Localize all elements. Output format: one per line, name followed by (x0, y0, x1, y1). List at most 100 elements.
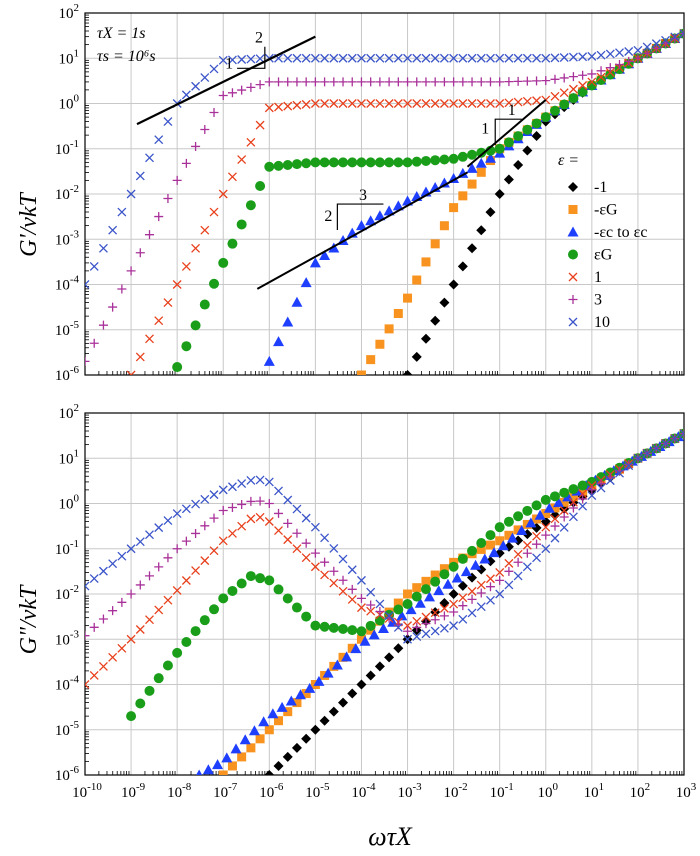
data-point (460, 566, 472, 577)
data-point (283, 77, 293, 87)
data-point (366, 606, 376, 616)
data-point (532, 96, 542, 106)
data-point (264, 161, 275, 172)
x-tick-label: 10-5 (305, 781, 330, 801)
data-point (497, 540, 509, 551)
data-point (421, 77, 431, 87)
data-point (541, 509, 551, 519)
data-point (145, 153, 154, 163)
data-point (274, 508, 284, 518)
data-point (255, 120, 265, 130)
data-point (329, 53, 339, 63)
data-point (412, 583, 422, 593)
data-point (267, 708, 279, 719)
data-point (476, 537, 487, 548)
data-point (467, 77, 477, 87)
data-point (568, 72, 578, 82)
data-point (457, 151, 468, 162)
data-point (218, 506, 228, 516)
data-point (470, 559, 482, 570)
data-point (209, 108, 219, 118)
data-point (255, 180, 266, 191)
data-point (375, 77, 385, 87)
data-point (642, 48, 652, 58)
data-point (291, 742, 302, 753)
data-point (310, 522, 320, 532)
data-point (300, 277, 312, 288)
data-point (292, 528, 302, 538)
data-point (227, 55, 237, 65)
data-point (310, 99, 320, 108)
data-point (309, 257, 321, 268)
data-point (320, 77, 330, 87)
data-point (504, 98, 514, 108)
data-point (246, 496, 256, 506)
data-point (550, 74, 560, 84)
data-point (458, 77, 468, 87)
data-point (424, 591, 436, 602)
data-point (366, 355, 376, 365)
data-point (420, 155, 431, 166)
data-point (642, 448, 652, 458)
plot-frame (84, 12, 685, 376)
data-point (458, 99, 468, 108)
data-point (301, 689, 311, 699)
data-point (430, 155, 441, 166)
data-point (559, 53, 569, 62)
data-point (393, 623, 403, 632)
data-point (486, 53, 495, 63)
data-point (661, 35, 671, 45)
x-tick-label: 103 (676, 781, 697, 801)
data-point (484, 152, 496, 163)
data-point (488, 547, 500, 558)
data-point (291, 602, 302, 613)
data-point (145, 530, 154, 540)
data-point (313, 675, 325, 686)
data-point (532, 539, 542, 549)
data-point (485, 530, 496, 541)
data-point (301, 553, 311, 563)
data-point (264, 77, 274, 87)
data-point (108, 559, 118, 569)
data-point (651, 43, 661, 53)
plot-frame (84, 412, 685, 776)
data-point (384, 324, 394, 334)
data-point (438, 177, 450, 188)
data-point (218, 593, 229, 604)
y-tick-label: 102 (59, 402, 80, 422)
data-point (605, 69, 616, 80)
data-point (196, 769, 203, 775)
data-point (578, 70, 588, 80)
data-point (522, 505, 533, 516)
data-point (135, 352, 145, 362)
data-point (292, 77, 302, 87)
data-point (347, 157, 358, 168)
data-point (476, 99, 486, 108)
data-point (559, 512, 569, 522)
data-point (357, 53, 366, 63)
data-point (449, 99, 459, 108)
data-point (485, 556, 496, 567)
data-point (430, 576, 441, 587)
data-point (541, 530, 551, 540)
data-point (236, 578, 247, 589)
slope-label: 2 (324, 208, 332, 225)
data-point (181, 158, 191, 168)
data-point (350, 643, 362, 654)
data-point (513, 131, 524, 142)
data-point (651, 443, 661, 453)
y-tick-label: 10-6 (55, 364, 80, 384)
data-point (145, 571, 155, 581)
data-point (154, 523, 164, 533)
data-point (154, 562, 164, 572)
data-point (356, 626, 367, 637)
data-point (301, 53, 311, 63)
data-point (605, 476, 615, 486)
data-point (320, 53, 330, 63)
data-point (338, 77, 348, 87)
data-point (403, 634, 412, 644)
data-point (85, 680, 90, 689)
data-point (513, 535, 524, 546)
data-point (577, 480, 588, 491)
data-point (458, 614, 468, 624)
